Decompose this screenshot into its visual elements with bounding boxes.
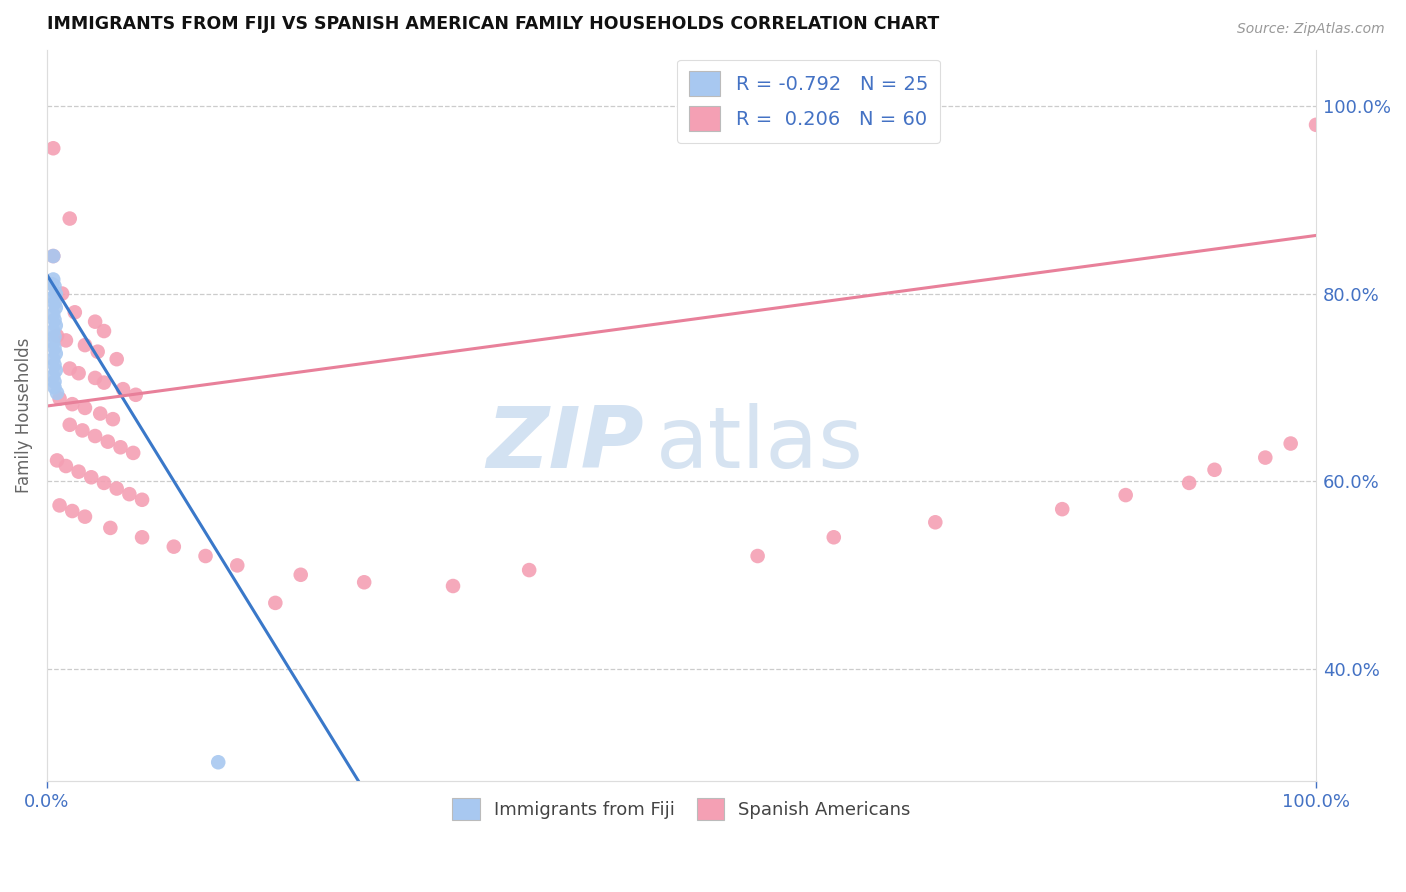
Point [45,301,67,315]
Point [60,397,83,411]
Point [42,335,65,350]
Point [73,338,96,352]
Point [44,329,66,343]
Point [44,375,66,389]
Text: Source: ZipAtlas.com: Source: ZipAtlas.com [1237,22,1385,37]
Point [1178,475,1201,490]
Point [226,558,249,573]
Point [80,470,103,484]
Point [44,341,66,355]
Point [122,446,145,460]
Point [110,440,132,454]
Point [41,277,63,292]
Point [118,487,141,501]
Point [353,575,375,590]
Text: IMMIGRANTS FROM FIJI VS SPANISH AMERICAN FAMILY HOUSEHOLDS CORRELATION CHART: IMMIGRANTS FROM FIJI VS SPANISH AMERICAN… [46,15,939,33]
Point [55,458,77,473]
Point [59,211,82,226]
Point [105,352,128,367]
Text: ZIP: ZIP [485,403,644,486]
Point [1279,436,1302,450]
Point [93,324,115,338]
Point [93,376,115,390]
Point [84,371,107,385]
Point [59,361,82,376]
Point [84,315,107,329]
Point [42,290,65,304]
Point [112,382,135,396]
Point [42,272,65,286]
Point [63,305,86,319]
Point [60,504,83,518]
Point [73,401,96,415]
Point [1254,450,1277,465]
Point [93,475,115,490]
Point [42,352,65,367]
Point [51,286,73,301]
Point [45,318,67,333]
Point [290,567,312,582]
Point [747,549,769,563]
Point [46,385,69,400]
Point [105,482,128,496]
Point [48,392,70,406]
Point [45,346,67,360]
Point [45,286,67,301]
Point [45,363,67,377]
Point [44,358,66,372]
Point [86,344,108,359]
Point [48,499,70,513]
Point [517,563,540,577]
Point [42,141,65,155]
Point [97,434,120,449]
Point [1115,488,1137,502]
Point [42,324,65,338]
Point [44,296,66,310]
Point [1305,118,1327,132]
Point [131,492,153,507]
Point [270,783,292,797]
Point [131,530,153,544]
Point [44,313,66,327]
Point [101,412,124,426]
Point [42,369,65,384]
Point [163,540,186,554]
Point [55,334,77,348]
Point [46,328,69,343]
Point [42,307,65,321]
Point [59,417,82,432]
Point [924,516,946,530]
Text: atlas: atlas [657,403,865,486]
Point [125,388,148,402]
Point [1204,463,1226,477]
Point [823,530,845,544]
Point [44,380,66,394]
Point [84,429,107,443]
Point [67,465,90,479]
Point [207,756,229,770]
Point [46,453,69,467]
Legend: Immigrants from Fiji, Spanish Americans: Immigrants from Fiji, Spanish Americans [446,790,918,827]
Point [42,249,65,263]
Point [441,579,464,593]
Point [194,549,217,563]
Y-axis label: Family Households: Family Households [15,338,32,493]
Point [44,279,66,293]
Point [42,249,65,263]
Point [89,407,111,421]
Point [98,521,121,535]
Point [67,366,90,380]
Point [1050,502,1073,516]
Point [264,596,287,610]
Point [73,509,96,524]
Point [72,424,94,438]
